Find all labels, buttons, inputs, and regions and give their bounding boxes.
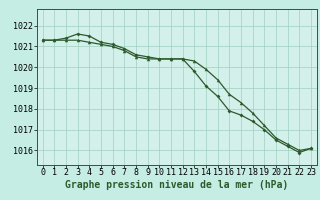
X-axis label: Graphe pression niveau de la mer (hPa): Graphe pression niveau de la mer (hPa) [65,180,288,190]
